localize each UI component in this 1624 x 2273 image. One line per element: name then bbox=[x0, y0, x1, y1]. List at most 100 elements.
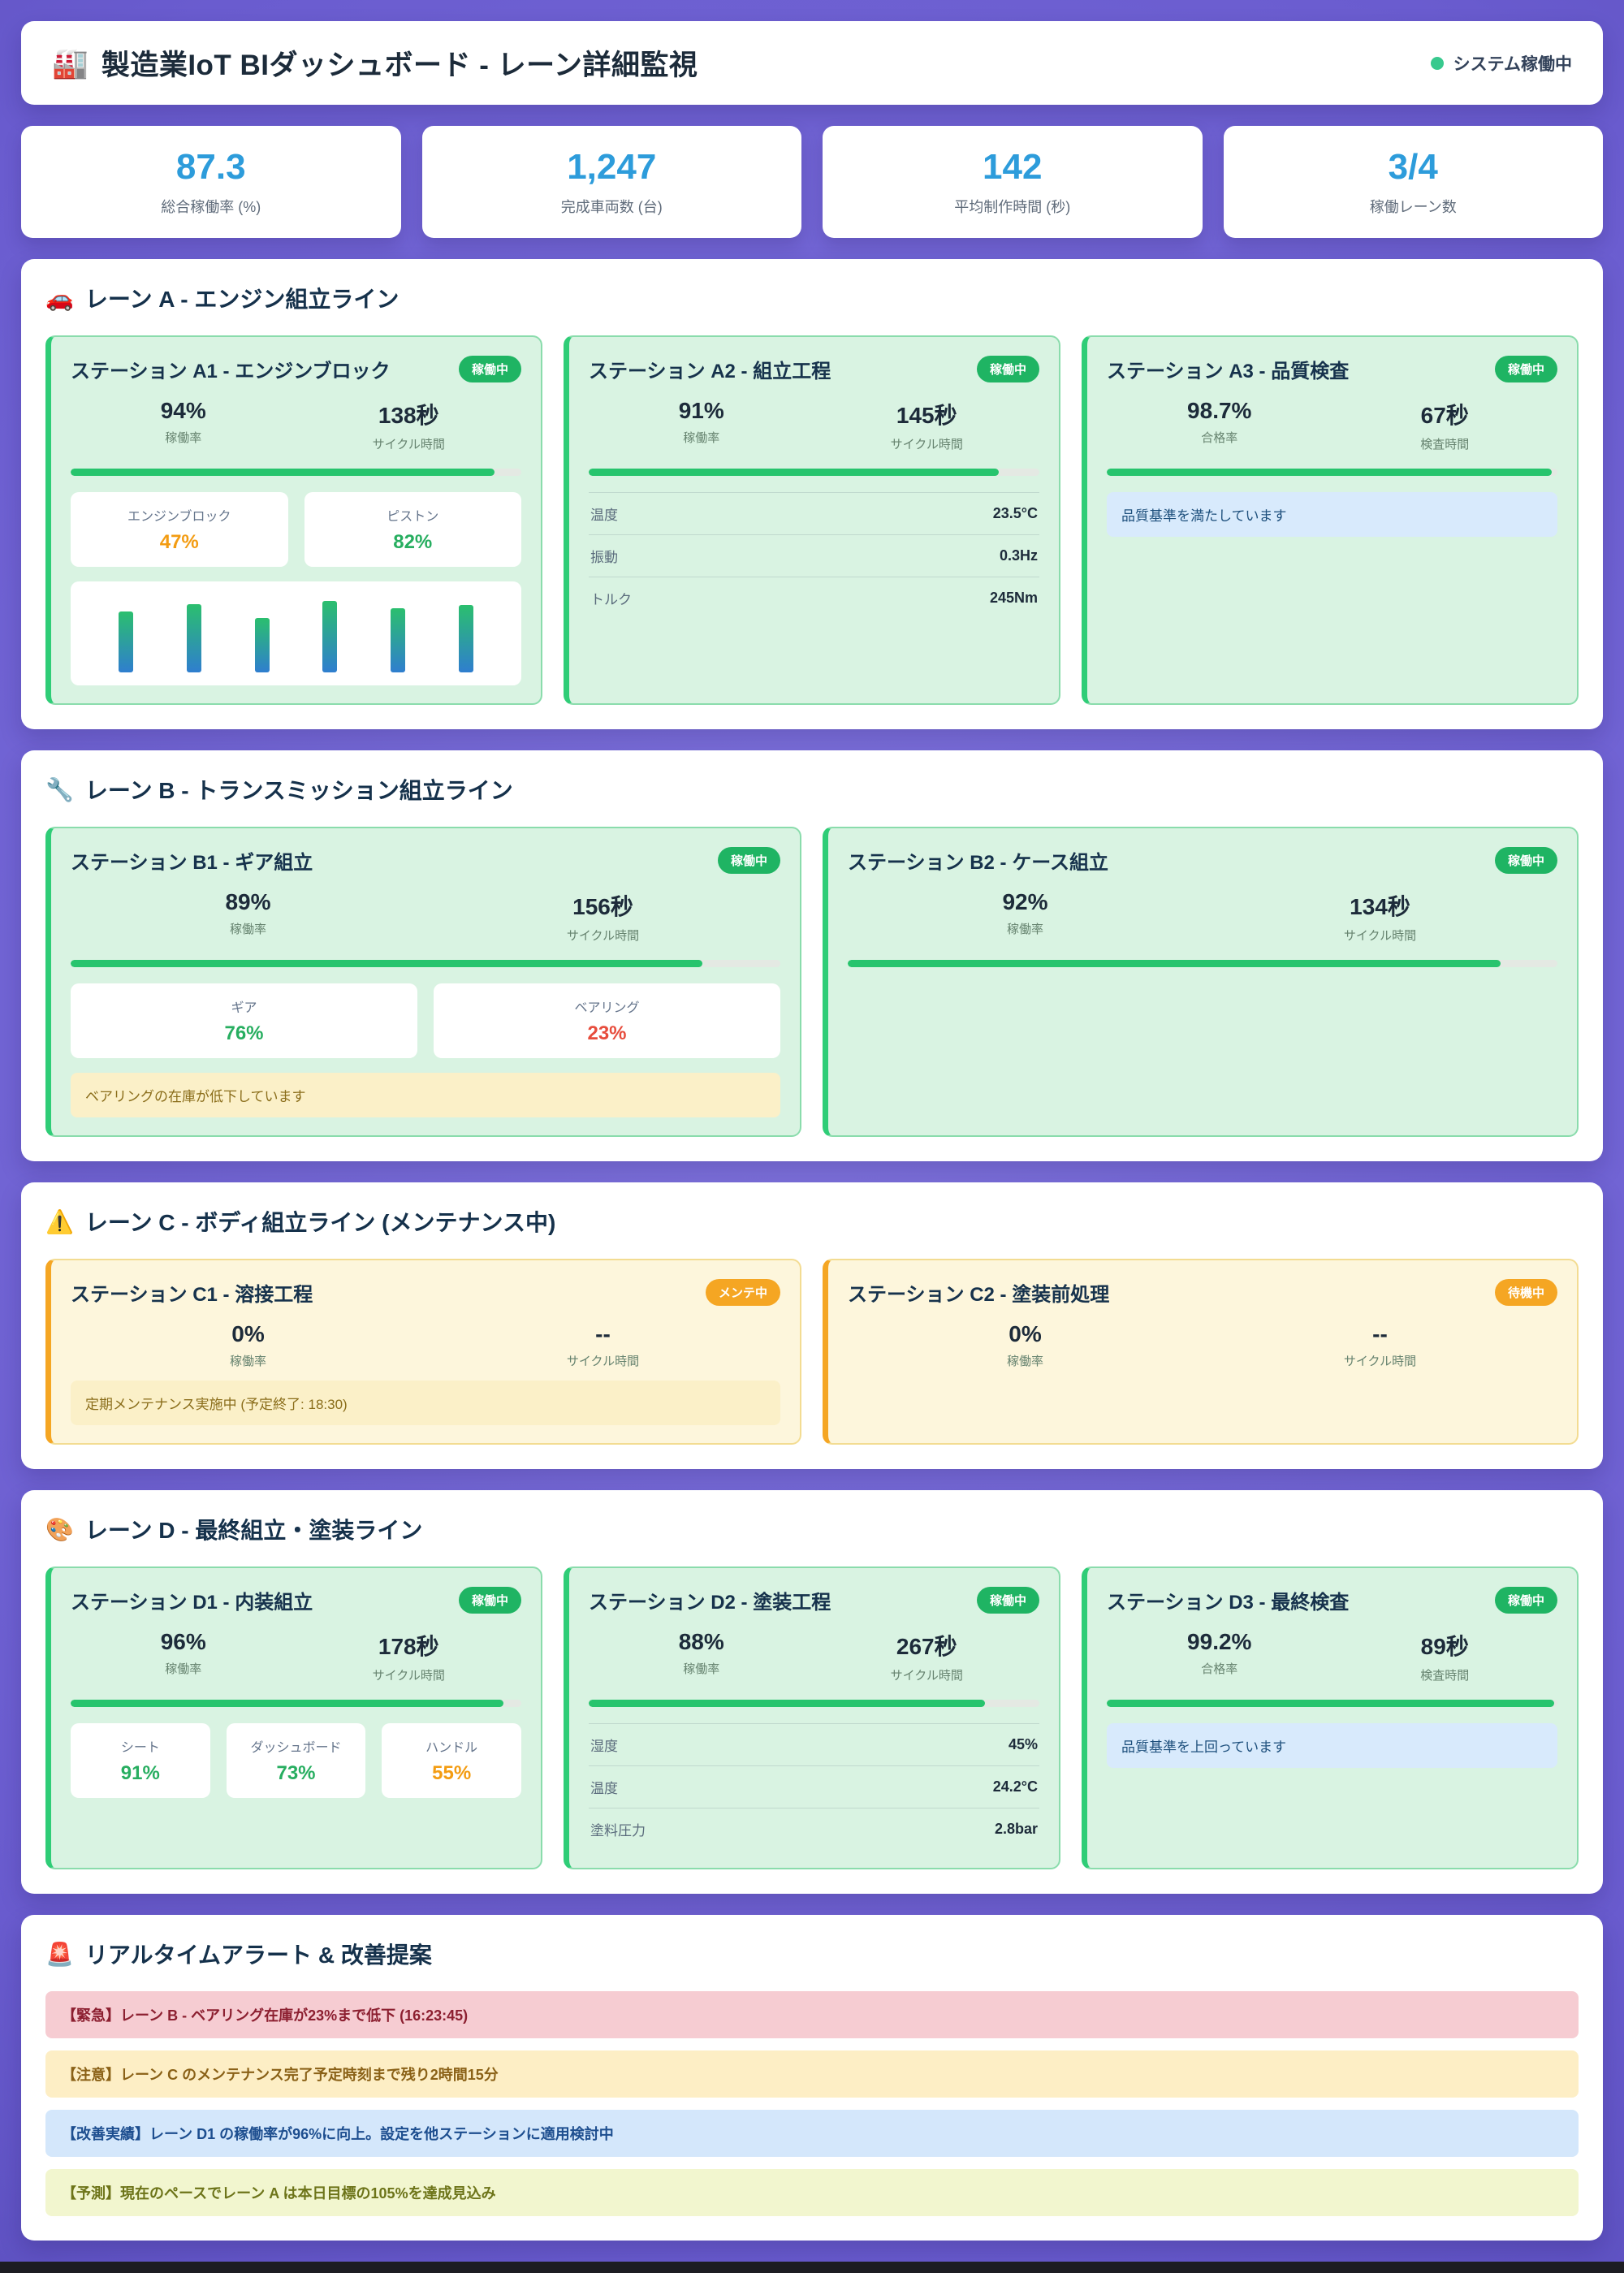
metric-value: 89% bbox=[225, 889, 271, 914]
alert-row: 【注意】レーン C のメンテナンス完了予定時刻まで残り2時間15分 bbox=[45, 2050, 1579, 2098]
lane-a-title: 🚗 レーン A - エンジン組立ライン bbox=[45, 282, 1579, 314]
metric-label: 稼働率 bbox=[683, 431, 720, 445]
sensor-row: トルク 245Nm bbox=[589, 577, 1039, 619]
progress-bar bbox=[589, 469, 1039, 476]
lane-b-title: 🔧 レーン B - トランスミッション組立ライン bbox=[45, 773, 1579, 806]
sensor-name: 塗料圧力 bbox=[590, 1823, 646, 1839]
app-header: 🏭 製造業IoT BIダッシュボード - レーン詳細監視 システム稼働中 bbox=[21, 21, 1603, 105]
status-badge: 稼働中 bbox=[976, 1587, 1039, 1614]
station-metrics: 96% 稼働率 178秒 サイクル時間 bbox=[71, 1629, 521, 1683]
car-icon: 🚗 bbox=[45, 285, 74, 311]
metric-label: サイクル時間 bbox=[890, 438, 963, 452]
metric-value: 99.2% bbox=[1187, 1629, 1252, 1654]
lane-d-title: 🎨 レーン D - 最終組立・塗装ライン bbox=[45, 1513, 1579, 1545]
alert-row: 【改善実績】レーン D1 の稼働率が96%に向上。設定を他ステーションに適用検討… bbox=[45, 2110, 1579, 2157]
metric-label: 検査時間 bbox=[1420, 438, 1470, 452]
sensor-row: 温度 24.2°C bbox=[589, 1765, 1039, 1808]
status-badge: 稼働中 bbox=[976, 356, 1039, 382]
station-title: ステーション C2 - 塗装前処理 bbox=[848, 1284, 1110, 1306]
progress-fill bbox=[71, 1700, 503, 1707]
station-title: ステーション D2 - 塗装工程 bbox=[589, 1592, 831, 1614]
status-dot-icon bbox=[1430, 56, 1444, 70]
sensor-name: 振動 bbox=[590, 550, 618, 565]
metric-value: 0% bbox=[1009, 1321, 1042, 1346]
status-badge: 稼働中 bbox=[458, 1587, 521, 1614]
progress-bar bbox=[1107, 469, 1557, 476]
progress-fill bbox=[589, 469, 1000, 476]
part-value: 47% bbox=[159, 531, 199, 553]
status-badge: メンテ中 bbox=[705, 1279, 780, 1306]
station-title: ステーション A3 - 品質検査 bbox=[1107, 361, 1350, 382]
sensor-value: 45% bbox=[1008, 1736, 1038, 1752]
alerts-list: 【緊急】レーン B - ベアリング在庫が23%まで低下 (16:23:45) 【… bbox=[45, 1991, 1579, 2216]
lane-d-stations: ステーション D1 - 内装組立 稼働中 96% 稼働率 178秒 サイクル時間 bbox=[45, 1566, 1579, 1869]
station-metrics: 0% 稼働率 -- サイクル時間 bbox=[848, 1321, 1557, 1369]
station-metrics: 98.7% 合格率 67秒 検査時間 bbox=[1107, 398, 1557, 452]
part-name: ベアリング bbox=[574, 1001, 640, 1015]
metric-label: 稼働率 bbox=[683, 1662, 720, 1676]
quality-note: 品質基準を満たしています bbox=[1107, 492, 1557, 537]
station-card-d2: ステーション D2 - 塗装工程 稼働中 88% 稼働率 267秒 サイクル時間 bbox=[564, 1566, 1060, 1869]
metric-label: サイクル時間 bbox=[1343, 1355, 1417, 1368]
sensor-value: 245Nm bbox=[989, 590, 1038, 606]
metric-value: 88% bbox=[678, 1629, 724, 1654]
status-badge: 稼働中 bbox=[1494, 1587, 1557, 1614]
metric-label: サイクル時間 bbox=[566, 929, 640, 943]
metric-value: 178秒 bbox=[378, 1634, 439, 1659]
part-value: 73% bbox=[276, 1762, 316, 1784]
parts-grid: シート 91% ダッシュボード 73% ハンドル 55% bbox=[71, 1723, 521, 1798]
sensor-name: 温度 bbox=[590, 1781, 618, 1796]
kpi-label: 平均制作時間 (秒) bbox=[954, 199, 1071, 215]
alerts-title: 🚨 リアルタイムアラート & 改善提案 bbox=[45, 1938, 1579, 1970]
progress-fill bbox=[1107, 1700, 1554, 1707]
metric-label: 合格率 bbox=[1201, 431, 1238, 445]
station-title: ステーション A2 - 組立工程 bbox=[589, 361, 831, 382]
screen-bottom-edge bbox=[0, 2262, 1624, 2273]
metric-value: 92% bbox=[1002, 889, 1048, 914]
part-name: ピストン bbox=[387, 510, 439, 524]
chart-bar bbox=[186, 603, 201, 672]
progress-fill bbox=[589, 1700, 986, 1707]
sensor-row: 温度 23.5°C bbox=[589, 492, 1039, 534]
metric-label: サイクル時間 bbox=[566, 1355, 640, 1368]
chart-bar bbox=[118, 611, 133, 672]
part-card: シート 91% bbox=[71, 1723, 210, 1798]
sensor-list: 湿度 45% 温度 24.2°C 塗料圧力 2.8bar bbox=[589, 1723, 1039, 1850]
part-card: ベアリング 23% bbox=[434, 983, 780, 1058]
chart-bar bbox=[322, 600, 338, 672]
alert-row: 【緊急】レーン B - ベアリング在庫が23%まで低下 (16:23:45) bbox=[45, 1991, 1579, 2038]
kpi-card-active-lanes: 3/4 稼働レーン数 bbox=[1223, 126, 1603, 238]
header-title-wrap: 🏭 製造業IoT BIダッシュボード - レーン詳細監視 bbox=[52, 42, 698, 84]
sensor-name: 湿度 bbox=[590, 1739, 618, 1754]
station-metrics: 89% 稼働率 156秒 サイクル時間 bbox=[71, 889, 780, 944]
alerts-title-text: リアルタイムアラート & 改善提案 bbox=[84, 1942, 432, 1968]
station-metrics: 94% 稼働率 138秒 サイクル時間 bbox=[71, 398, 521, 452]
progress-fill bbox=[848, 960, 1501, 967]
part-value: 23% bbox=[587, 1022, 627, 1044]
kpi-card-utilization: 87.3 総合稼働率 (%) bbox=[21, 126, 401, 238]
lane-title-text: レーン B - トランスミッション組立ライン bbox=[84, 778, 513, 803]
station-metrics: 91% 稼働率 145秒 サイクル時間 bbox=[589, 398, 1039, 452]
sensor-row: 湿度 45% bbox=[589, 1723, 1039, 1765]
parts-grid: ギア 76% ベアリング 23% bbox=[71, 983, 780, 1058]
lane-b-section: 🔧 レーン B - トランスミッション組立ライン ステーション B1 - ギア組… bbox=[21, 750, 1603, 1161]
sensor-row: 振動 0.3Hz bbox=[589, 534, 1039, 577]
kpi-row: 87.3 総合稼働率 (%) 1,247 完成車両数 (台) 142 平均制作時… bbox=[21, 126, 1603, 238]
part-card: ギア 76% bbox=[71, 983, 417, 1058]
station-title: ステーション A1 - エンジンブロック bbox=[71, 361, 391, 382]
progress-bar bbox=[71, 960, 780, 967]
sensor-name: トルク bbox=[590, 592, 632, 607]
station-card-d3: ステーション D3 - 最終検査 稼働中 99.2% 合格率 89秒 検査時間 bbox=[1082, 1566, 1579, 1869]
sensor-value: 2.8bar bbox=[994, 1821, 1038, 1837]
station-card-a1: ステーション A1 - エンジンブロック 稼働中 94% 稼働率 138秒 サイ… bbox=[45, 335, 542, 705]
sensor-row: 塗料圧力 2.8bar bbox=[589, 1808, 1039, 1850]
chart-bar bbox=[254, 617, 270, 672]
lane-a-stations: ステーション A1 - エンジンブロック 稼働中 94% 稼働率 138秒 サイ… bbox=[45, 335, 1579, 705]
metric-value: 145秒 bbox=[896, 403, 957, 428]
wrench-icon: 🔧 bbox=[45, 776, 74, 802]
metric-value: 138秒 bbox=[378, 403, 439, 428]
progress-bar bbox=[589, 1700, 1039, 1707]
lane-title-text: レーン A - エンジン組立ライン bbox=[84, 287, 400, 312]
station-card-c1: ステーション C1 - 溶接工程 メンテ中 0% 稼働率 -- サイクル時間 定… bbox=[45, 1259, 801, 1445]
sensor-value: 23.5°C bbox=[992, 505, 1038, 521]
